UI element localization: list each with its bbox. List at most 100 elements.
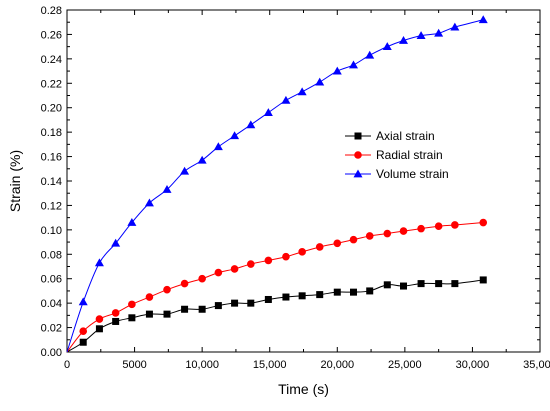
data-point-volume-strain [478,15,488,24]
data-point-volume-strain [399,36,409,44]
data-point-axial-strain [366,287,374,295]
data-point-axial-strain [145,310,153,318]
data-point-axial-strain [479,276,487,284]
data-point-axial-strain [316,291,324,299]
axes: 0 5000 10,000 15,000 20,000 25,000 30,000 35,00… [41,5,550,371]
data-point-axial-strain [264,295,272,303]
series-radial-strain [66,218,488,353]
data-point-volume-strain [246,120,256,129]
y-tick-label: 0.28 [41,5,62,17]
data-point-axial-strain [112,317,120,325]
data-point-radial-strain [198,274,206,283]
y-tick-label: 0.16 [41,152,62,164]
data-point-radial-strain [365,232,374,240]
data-point-axial-strain [231,299,239,307]
data-point-axial-strain [350,288,358,296]
data-point-radial-strain [282,252,290,261]
data-point-volume-strain [281,95,291,104]
data-point-volume-strain [111,238,121,247]
data-point-volume-strain [365,50,375,59]
plot-frame [66,9,541,353]
data-point-radial-strain [298,248,306,256]
legend-marker [354,132,362,140]
legend-label: Radial strain [376,148,443,162]
data-point-volume-strain [450,22,460,31]
data-point-radial-strain [479,218,488,227]
data-point-axial-strain [435,280,443,288]
x-axis-title: Time (s) [278,381,329,397]
legend-item-volume-strain: Volume strain [345,167,449,181]
data-point-volume-strain [382,42,392,51]
x-tick-label: 10,000 [185,359,219,371]
data-point-radial-strain [333,239,342,248]
data-point-radial-strain [315,243,324,251]
x-tick-label: 35,000 [523,359,550,371]
y-tick-label: 0.00 [41,347,62,359]
data-point-volume-strain [434,28,444,37]
data-point-axial-strain [128,314,136,322]
legend-item-radial-strain: Radial strain [345,148,443,162]
y-tick-label: 0.22 [41,78,62,90]
data-point-radial-strain [246,260,255,268]
series-layer [66,15,488,353]
data-point-volume-strain [297,87,307,96]
x-tick-label: 25,000 [388,359,422,371]
data-point-radial-strain [349,235,358,244]
data-point-volume-strain [94,258,104,267]
x-tick-label: 0 [64,359,70,371]
x-tick-label: 15,000 [253,359,287,371]
data-point-volume-strain [197,155,207,164]
data-point-radial-strain [383,229,392,238]
data-point-axial-strain [417,280,425,288]
data-point-axial-strain [163,310,171,318]
data-point-axial-strain [400,282,408,290]
data-point-axial-strain [79,338,87,346]
data-point-radial-strain [180,279,189,288]
data-point-axial-strain [333,288,341,296]
data-point-axial-strain [214,302,222,310]
data-point-radial-strain [399,227,408,235]
data-point-radial-strain [434,222,443,230]
data-point-axial-strain [383,281,391,289]
data-point-radial-strain [79,327,88,336]
legend-marker [354,151,362,159]
data-point-volume-strain [263,108,273,116]
data-point-volume-strain [230,131,240,140]
series-volume-strain [66,15,488,353]
data-point-volume-strain [162,185,172,193]
y-tick-label: 0.24 [41,54,62,66]
data-point-volume-strain [349,60,359,69]
data-point-radial-strain [214,268,223,277]
data-point-volume-strain [144,198,154,207]
data-point-axial-strain [298,292,306,300]
y-tick-label: 0.08 [41,249,62,261]
data-point-radial-strain [451,221,459,229]
y-tick-label: 0.14 [41,176,62,188]
data-point-axial-strain [282,293,290,301]
y-tick-label: 0.20 [41,103,62,115]
series-axial-strain [66,276,487,353]
data-point-radial-strain [111,309,120,317]
data-point-radial-strain [264,256,273,265]
series-line-radial-strain [66,222,484,353]
data-point-axial-strain [451,280,459,288]
data-point-volume-strain [78,297,88,306]
legend: Axial strain Radial strain Volume strain [345,129,449,181]
data-point-radial-strain [145,293,154,301]
y-tick-label: 0.10 [41,225,62,237]
y-axis-title: Strain (%) [7,150,23,212]
y-tick-label: 0.04 [41,298,62,310]
y-tick-label: 0.12 [41,200,62,212]
legend-label: Volume strain [376,167,449,181]
data-point-volume-strain [127,218,137,226]
data-point-radial-strain [230,265,239,273]
legend-item-axial-strain: Axial strain [345,129,435,143]
data-point-volume-strain [416,31,426,40]
x-tick-label: 5000 [122,359,146,371]
data-point-axial-strain [247,299,255,307]
data-point-volume-strain [180,166,190,175]
y-tick-label: 0.18 [41,127,62,139]
data-point-radial-strain [128,300,136,309]
y-tick-label: 0.26 [41,29,62,41]
